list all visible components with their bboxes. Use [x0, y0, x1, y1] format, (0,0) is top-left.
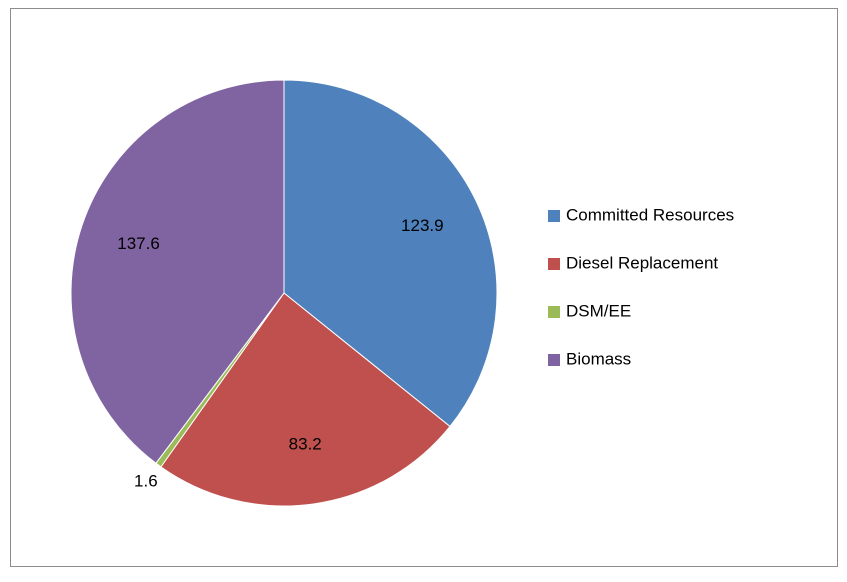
legend-swatch	[548, 210, 560, 222]
legend-label: Biomass	[566, 349, 631, 368]
legend-swatch	[548, 258, 560, 270]
legend-label: DSM/EE	[566, 301, 631, 320]
pie-slice	[160, 292, 451, 507]
legend-swatch	[548, 306, 560, 318]
data-label: 123.9	[401, 216, 444, 235]
legend-label: Diesel Replacement	[566, 253, 718, 272]
pie-slice	[70, 79, 285, 464]
legend-label: Committed Resources	[566, 205, 734, 224]
data-label: 1.6	[134, 472, 158, 491]
data-label: 83.2	[289, 434, 322, 453]
pie-slice	[283, 79, 498, 428]
legend-swatch	[548, 354, 560, 366]
data-label: 137.6	[117, 234, 160, 253]
